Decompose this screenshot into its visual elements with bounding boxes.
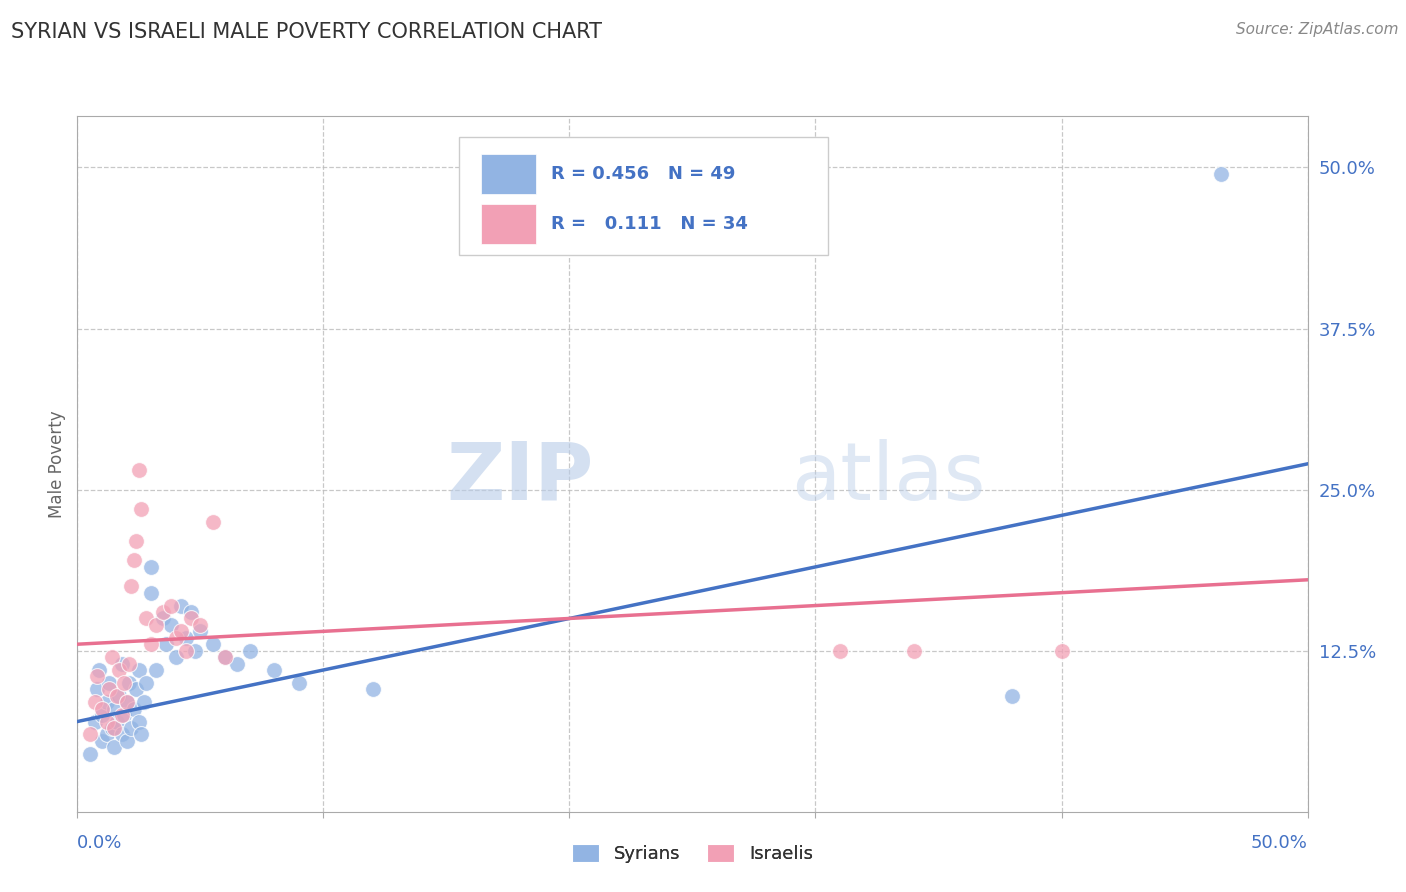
Point	[128, 663, 150, 677]
Text: ZIP: ZIP	[447, 439, 595, 516]
Point	[170, 624, 193, 639]
Point	[160, 618, 183, 632]
Point	[101, 650, 124, 665]
Point	[105, 714, 128, 729]
Point	[90, 701, 114, 715]
Point	[90, 708, 114, 723]
Point	[89, 663, 111, 677]
Point	[1050, 643, 1073, 657]
Point	[830, 643, 852, 657]
Point	[118, 676, 141, 690]
Point	[115, 695, 138, 709]
Point	[86, 682, 108, 697]
Point	[188, 618, 212, 632]
Point	[135, 611, 157, 625]
Point	[112, 676, 135, 690]
Point	[132, 695, 155, 709]
Point	[96, 695, 118, 709]
Point	[174, 631, 197, 645]
Point	[188, 624, 212, 639]
Legend: Syrians, Israelis: Syrians, Israelis	[564, 835, 821, 872]
Point	[98, 676, 121, 690]
Point	[112, 708, 135, 723]
Point	[121, 579, 143, 593]
Point	[129, 502, 153, 516]
Point	[214, 650, 236, 665]
Point	[125, 534, 148, 549]
Point	[288, 676, 311, 690]
Point	[201, 515, 224, 529]
Point	[141, 560, 163, 574]
Point	[152, 611, 174, 625]
FancyBboxPatch shape	[481, 203, 536, 244]
Point	[111, 727, 132, 741]
Point	[145, 618, 167, 632]
Point	[214, 650, 236, 665]
Text: R =   0.111   N = 34: R = 0.111 N = 34	[551, 215, 748, 233]
Point	[135, 676, 157, 690]
Point	[108, 663, 131, 677]
Point	[83, 714, 105, 729]
Point	[152, 605, 174, 619]
Point	[141, 637, 163, 651]
Point	[180, 611, 202, 625]
Point	[86, 669, 108, 683]
Point	[226, 657, 249, 671]
Point	[903, 643, 925, 657]
Point	[108, 689, 131, 703]
Text: 50.0%: 50.0%	[1251, 834, 1308, 852]
Point	[141, 585, 163, 599]
Point	[165, 650, 187, 665]
Point	[111, 708, 132, 723]
Point	[145, 663, 167, 677]
Point	[160, 599, 183, 613]
Point	[96, 727, 118, 741]
Point	[128, 714, 150, 729]
Point	[103, 701, 125, 715]
Point	[98, 682, 121, 697]
Point	[105, 689, 128, 703]
Point	[361, 682, 384, 697]
Point	[1001, 689, 1024, 703]
Point	[101, 721, 124, 735]
Point	[122, 553, 145, 567]
Point	[184, 643, 207, 657]
Point	[103, 740, 125, 755]
Point	[174, 643, 197, 657]
Text: SYRIAN VS ISRAELI MALE POVERTY CORRELATION CHART: SYRIAN VS ISRAELI MALE POVERTY CORRELATI…	[11, 22, 602, 42]
FancyBboxPatch shape	[481, 153, 536, 194]
Point	[118, 657, 141, 671]
Point	[115, 734, 138, 748]
Point	[111, 657, 132, 671]
Point	[128, 463, 150, 477]
Point	[79, 727, 101, 741]
Text: 0.0%: 0.0%	[77, 834, 122, 852]
Point	[170, 599, 193, 613]
Text: atlas: atlas	[792, 439, 986, 516]
Point	[125, 682, 148, 697]
Point	[79, 747, 101, 761]
Y-axis label: Male Poverty: Male Poverty	[48, 410, 66, 517]
Point	[121, 721, 143, 735]
Point	[122, 701, 145, 715]
FancyBboxPatch shape	[458, 136, 828, 255]
Point	[1211, 167, 1233, 181]
Point	[263, 663, 285, 677]
Point	[103, 721, 125, 735]
Point	[155, 637, 177, 651]
Text: R = 0.456   N = 49: R = 0.456 N = 49	[551, 165, 735, 183]
Text: Source: ZipAtlas.com: Source: ZipAtlas.com	[1236, 22, 1399, 37]
Point	[239, 643, 262, 657]
Point	[96, 714, 118, 729]
Point	[129, 727, 153, 741]
Point	[180, 605, 202, 619]
Point	[90, 734, 114, 748]
Point	[201, 637, 224, 651]
Point	[115, 695, 138, 709]
Point	[83, 695, 105, 709]
Point	[165, 631, 187, 645]
